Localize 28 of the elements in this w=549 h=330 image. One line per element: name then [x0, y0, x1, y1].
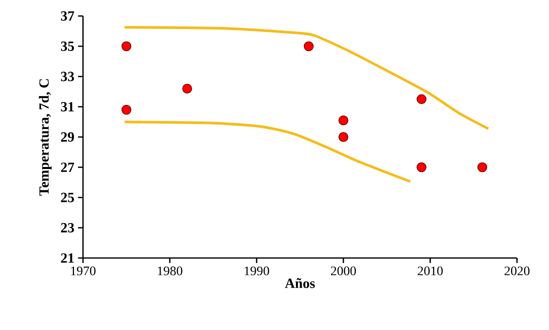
point	[122, 104, 132, 115]
point	[338, 132, 348, 142]
y-axis-title: Temperatura, 7d, C	[38, 79, 52, 196]
y-tick-label: 31	[61, 102, 74, 112]
point	[122, 41, 132, 52]
point	[477, 162, 488, 172]
x-tick-label: 2000	[330, 266, 356, 276]
point	[304, 41, 314, 52]
x-tick-label: 2020	[504, 266, 530, 276]
y-tick-label: 25	[61, 192, 74, 202]
y-tick-label: 23	[61, 223, 74, 232]
point	[182, 84, 192, 94]
point	[416, 162, 426, 172]
x-tick-label: 1970	[71, 266, 96, 276]
line-series	[123, 26, 490, 130]
y-tick-label: 29	[61, 132, 74, 142]
y-tick-label: 21	[61, 253, 74, 263]
point	[338, 115, 348, 126]
y-tick-label: 33	[61, 72, 74, 82]
y-tick-label: 37	[61, 11, 74, 21]
point	[416, 94, 426, 104]
line-series	[123, 120, 412, 183]
x-tick-label: 1990	[244, 266, 270, 276]
x-tick-label: 1980	[158, 266, 182, 276]
y-tick-label: 27	[61, 162, 74, 172]
y-tick-label: 35	[61, 42, 74, 51]
x-axis-title: Años	[284, 278, 315, 288]
x-tick-label: 2010	[418, 266, 443, 276]
